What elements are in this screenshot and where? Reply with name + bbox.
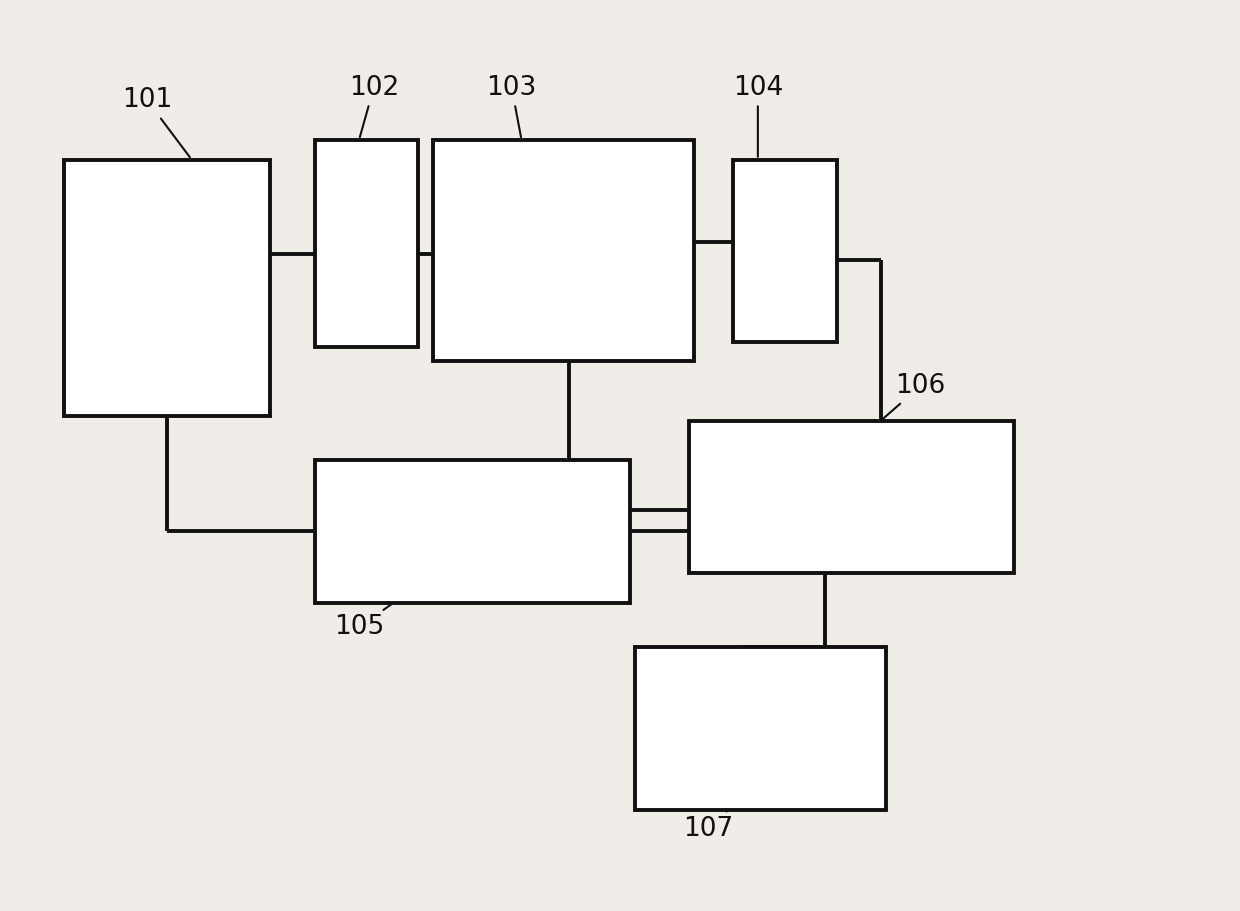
Text: 103: 103 — [486, 75, 537, 138]
Bar — [635, 647, 885, 810]
Text: 104: 104 — [733, 75, 782, 157]
Bar — [315, 460, 630, 603]
Bar — [433, 140, 694, 362]
Text: 102: 102 — [348, 75, 399, 138]
Text: 106: 106 — [883, 374, 945, 419]
Text: 105: 105 — [334, 604, 392, 640]
Text: 107: 107 — [683, 810, 734, 842]
Text: 101: 101 — [123, 87, 190, 158]
Bar — [689, 421, 1014, 573]
Bar — [63, 159, 270, 415]
Bar — [315, 140, 418, 347]
Bar — [733, 159, 837, 342]
